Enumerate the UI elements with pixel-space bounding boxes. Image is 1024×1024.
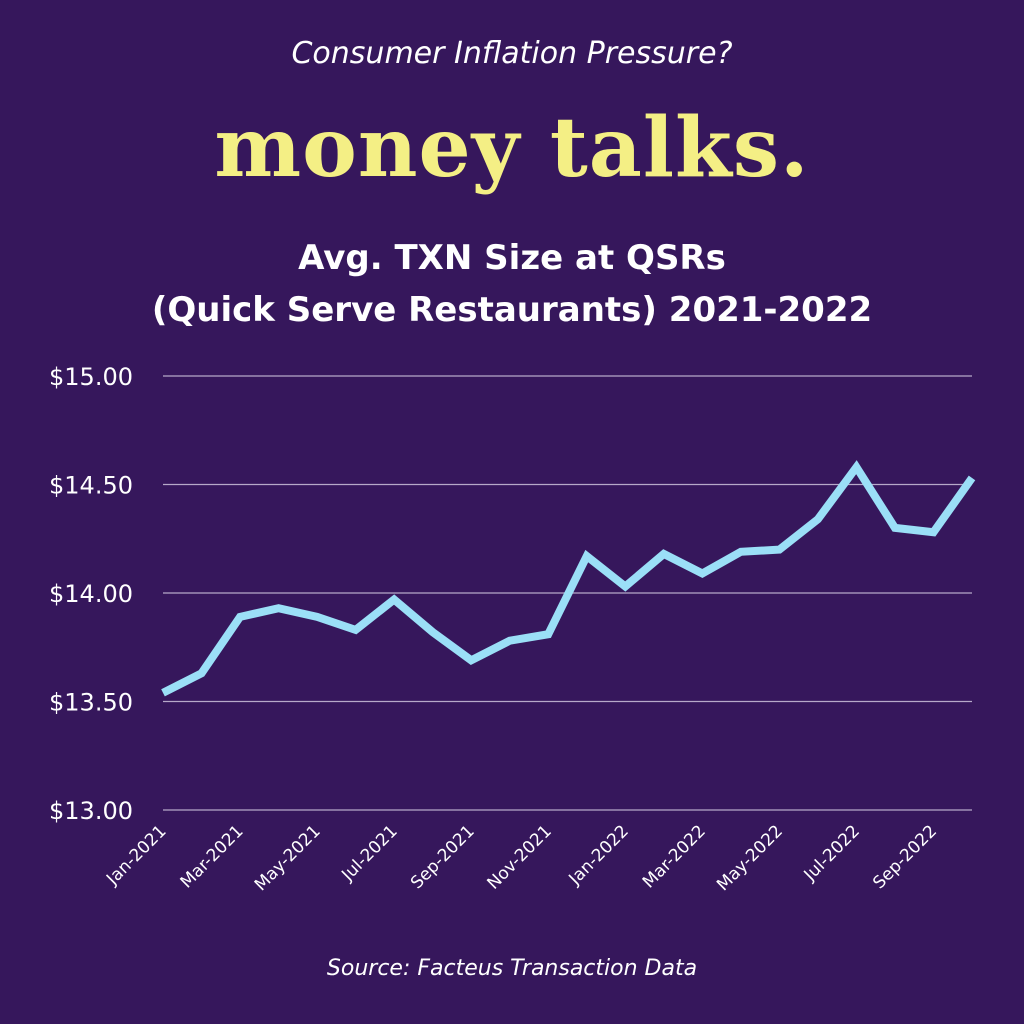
x-tick-label: Mar-2022	[639, 821, 710, 892]
chart-title-line2: (Quick Serve Restaurants) 2021-2022	[151, 290, 873, 330]
brand-logo: money talks.	[214, 100, 810, 196]
y-tick-label: $15.00	[49, 363, 133, 391]
y-tick-label: $13.50	[49, 689, 133, 717]
x-tick-label: Jul-2021	[337, 821, 401, 885]
y-tick-label: $14.00	[49, 580, 133, 608]
x-tick-label: Jan-2022	[565, 821, 633, 889]
x-tick-label: May-2022	[713, 821, 787, 895]
x-tick-label: Jul-2022	[800, 821, 864, 885]
x-tick-label: Mar-2021	[177, 821, 248, 892]
x-tick-label: Sep-2021	[407, 821, 479, 893]
chart-title-line1: Avg. TXN Size at QSRs	[298, 238, 726, 278]
kicker-text: Consumer Inflation Pressure?	[291, 36, 733, 71]
y-tick-label: $14.50	[49, 472, 133, 500]
x-tick-label: Jan-2021	[102, 821, 170, 889]
y-tick-label: $13.00	[49, 797, 133, 825]
x-tick-label: Nov-2021	[484, 821, 556, 893]
x-tick-label: Sep-2022	[869, 821, 941, 893]
series-line	[161, 460, 976, 697]
source-note: Source: Facteus Transaction Data	[326, 956, 698, 981]
chart-title: Avg. TXN Size at QSRs (Quick Serve Resta…	[0, 232, 1024, 336]
x-tick-label: May-2021	[251, 821, 325, 895]
